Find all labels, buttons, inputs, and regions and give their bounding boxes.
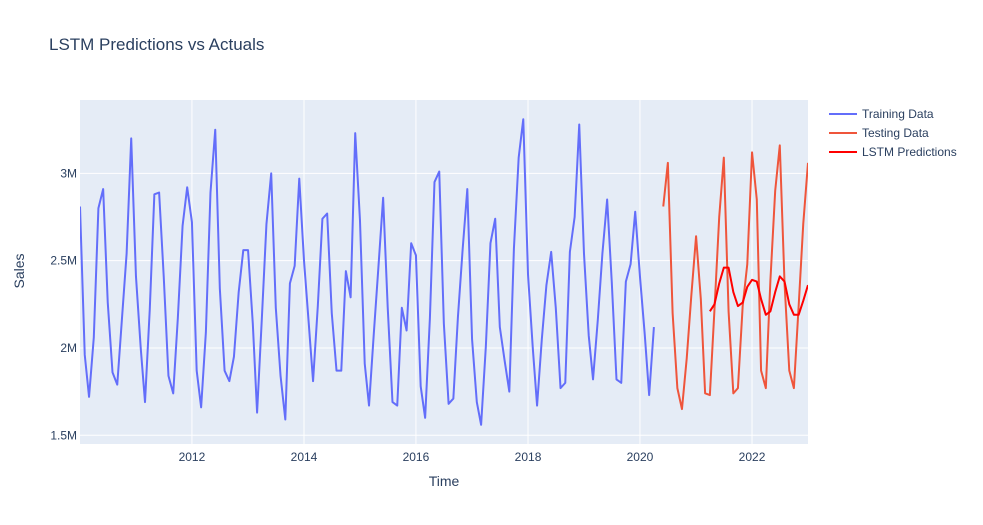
x-tick-label: 2014 xyxy=(291,450,318,464)
y-axis-label: Sales xyxy=(11,253,27,288)
x-axis-label: Time xyxy=(429,473,460,489)
x-tick-label: 2016 xyxy=(403,450,430,464)
y-axis-ticks: 1.5M 2M 2.5M 3M xyxy=(50,166,77,442)
y-tick-label: 1.5M xyxy=(50,428,77,442)
legend-label: Training Data xyxy=(862,107,934,121)
legend[interactable]: Training Data Testing Data LSTM Prediction… xyxy=(829,107,957,159)
y-tick-label: 2M xyxy=(60,341,77,355)
legend-item[interactable]: Training Data xyxy=(829,107,934,121)
y-tick-label: 2.5M xyxy=(50,254,77,268)
x-tick-label: 2018 xyxy=(515,450,542,464)
x-axis-ticks: 2012 2014 2016 2018 2020 2022 xyxy=(179,450,766,464)
series-layer xyxy=(80,118,808,426)
x-tick-label: 2012 xyxy=(179,450,206,464)
plot-background xyxy=(80,100,808,444)
legend-item[interactable]: LSTM Predictions xyxy=(829,145,957,159)
plot-area xyxy=(80,100,808,444)
x-tick-label: 2020 xyxy=(627,450,654,464)
legend-label: Testing Data xyxy=(862,126,929,140)
legend-item[interactable]: Testing Data xyxy=(829,126,929,140)
legend-label: LSTM Predictions xyxy=(862,145,957,159)
series-line-0 xyxy=(80,118,655,426)
y-tick-label: 3M xyxy=(60,166,77,180)
series-line-1 xyxy=(662,144,808,411)
series-line-2 xyxy=(709,266,808,316)
x-tick-label: 2022 xyxy=(739,450,766,464)
y-gridlines xyxy=(80,172,808,436)
chart-title: LSTM Predictions vs Actuals xyxy=(49,35,264,54)
